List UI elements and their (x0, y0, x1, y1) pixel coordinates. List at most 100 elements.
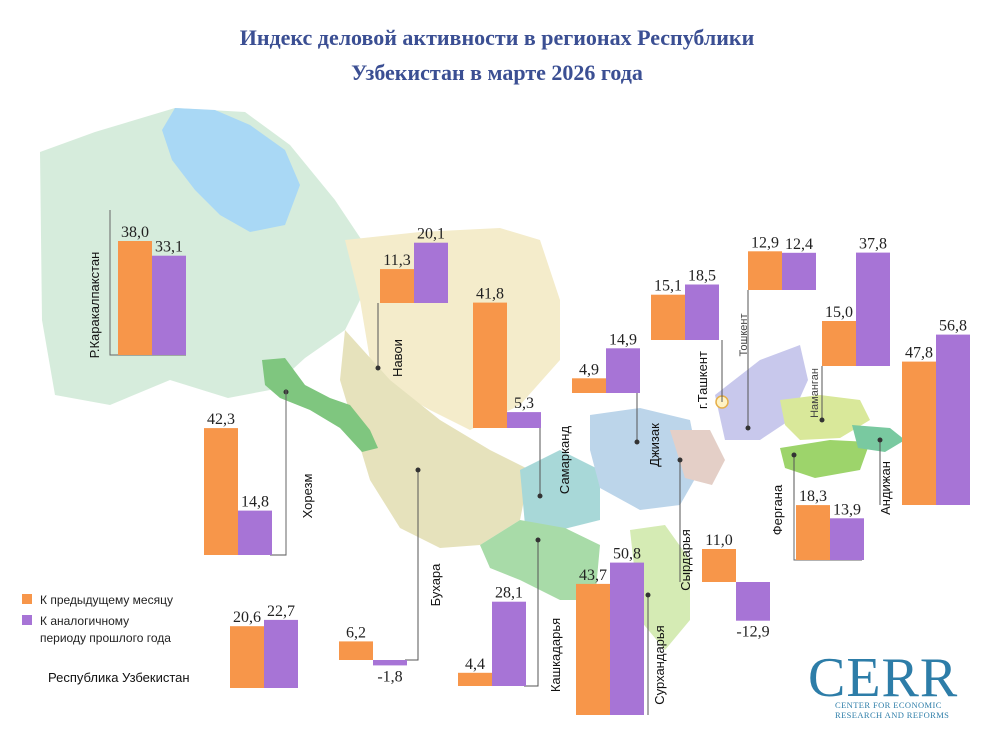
region-0-name: Р.Каракалпакстан (87, 252, 102, 359)
region-12-bar-year (936, 334, 970, 505)
region-14-value-year: 22,7 (267, 603, 295, 620)
region-3-value-year: 14,8 (241, 494, 269, 511)
region-4-location-dot (415, 467, 421, 473)
region-5-bar-year (492, 601, 526, 686)
region-1-value-month: 11,3 (383, 252, 410, 269)
map-region-kashkadarya (480, 520, 600, 600)
bar-marks (118, 241, 970, 715)
region-6-bar-year (610, 562, 644, 715)
region-10-bar-month (748, 251, 782, 290)
region-14-bar-year (264, 619, 298, 688)
region-1-bar-month (380, 269, 414, 303)
region-5-bar-month (458, 672, 492, 686)
region-8-value-month: 4,9 (579, 361, 599, 378)
region-6-bar-month (576, 583, 610, 715)
region-10-value-year: 12,4 (785, 236, 813, 253)
region-11-bar-year (856, 252, 890, 366)
region-1-bar-year (414, 242, 448, 303)
region-12-bar-month (902, 361, 936, 505)
region-2-value-month: 41,8 (476, 286, 504, 303)
cerr-logo-line2: RESEARCH AND REFORMS (835, 710, 949, 720)
region-4-bar-month (339, 641, 373, 660)
region-5-leader-line (524, 540, 539, 687)
region-1-name: Навои (390, 339, 405, 377)
region-3-name: Хорезм (300, 474, 315, 519)
region-3-value-month: 42,3 (207, 411, 235, 428)
region-12-name: Андижан (878, 461, 893, 515)
region-7-value-month: 11,0 (705, 532, 732, 549)
map-background (40, 108, 905, 650)
map-region-khorezm (262, 358, 378, 452)
region-10-value-month: 12,9 (751, 234, 779, 251)
region-5-value-month: 4,4 (465, 656, 485, 673)
region-13-bar-month (796, 505, 830, 560)
map-region-surkhandarya (630, 525, 690, 650)
region-4-name: Бухара (428, 563, 443, 607)
region-2-bar-month (473, 302, 507, 428)
region-8-value-year: 14,9 (609, 331, 637, 348)
legend-swatch-month (22, 594, 32, 604)
region-2-bar-year (507, 412, 541, 428)
region-13-value-month: 18,3 (799, 488, 827, 505)
legend-label-year-1: К аналогичному (40, 614, 129, 628)
region-9-value-year: 18,5 (688, 268, 716, 285)
region-3-bar-year (238, 510, 272, 555)
region-8-bar-year (606, 348, 640, 393)
region-0-value-month: 38,0 (121, 224, 149, 241)
region-5-location-dot (535, 537, 541, 543)
region-13-name: Фергана (770, 484, 785, 535)
region-0-bar-year (152, 255, 186, 355)
region-9-name: г.Ташкент (695, 351, 710, 409)
region-11-name: Наманган (809, 368, 821, 418)
map-region-syrdarya (670, 430, 725, 485)
region-11-location-dot (819, 417, 825, 423)
region-5-name: Кашкадарья (548, 618, 563, 692)
region-9-bar-month (651, 294, 685, 340)
legend-label-year-2: периоду прошлого года (40, 631, 171, 645)
map-region-fergana (780, 440, 870, 478)
region-12-value-year: 56,8 (939, 318, 967, 335)
region-4-value-month: 6,2 (346, 624, 366, 641)
region-11-value-year: 37,8 (859, 236, 887, 253)
region-7-bar-year (736, 582, 770, 621)
region-1-value-year: 20,1 (417, 226, 445, 243)
region-9-bar-year (685, 284, 719, 340)
region-names: Р.Каракалпакстан Навои Самарканд Хорезм Буха… (48, 252, 893, 705)
region-1-location-dot (375, 365, 381, 371)
legend: К предыдущему месяцу К аналогичному пери… (22, 593, 173, 645)
legend-swatch-year (22, 615, 32, 625)
region-9-value-month: 15,1 (654, 278, 682, 295)
region-8-name: Джизак (647, 423, 662, 467)
cerr-logo-line1: CENTER FOR ECONOMIC (835, 700, 942, 710)
region-3-leader-line (270, 392, 287, 556)
region-0-value-year: 33,1 (155, 239, 183, 256)
map-region-namangan (780, 395, 870, 440)
chart-title-line1: Индекс деловой активности в регионах Рес… (240, 25, 755, 50)
region-2-location-dot (537, 493, 543, 499)
chart-title-line2: Узбекистан в марте 2026 года (351, 60, 643, 85)
region-11-value-month: 15,0 (825, 304, 853, 321)
region-4-value-year: -1,8 (377, 668, 402, 685)
region-10-bar-year (782, 252, 816, 290)
region-7-name: Сырдарья (678, 529, 693, 591)
map-lake (162, 108, 300, 232)
region-8-bar-month (572, 378, 606, 393)
region-7-value-year: -12,9 (736, 624, 769, 641)
value-labels: 38,0 33,1 11,3 20,1 41,8 5,3 42,3 14,8 6,2 -1,8 4,… (121, 224, 967, 685)
region-4-leader-line (405, 470, 419, 661)
region-13-location-dot (791, 452, 797, 458)
region-11-bar-month (822, 321, 856, 366)
region-14-bar-month (230, 626, 264, 688)
region-2-value-year: 5,3 (514, 395, 534, 412)
region-6-value-month: 43,7 (579, 567, 607, 584)
region-10-name: Тошкент (738, 314, 750, 357)
region-7-bar-month (702, 549, 736, 582)
region-6-name: Сурхандарья (652, 625, 667, 704)
region-14-name: Республика Узбекистан (48, 670, 190, 685)
legend-label-month: К предыдущему месяцу (40, 593, 173, 607)
map-region-bukhara (340, 330, 530, 548)
region-3-bar-month (204, 428, 238, 555)
region-7-location-dot (677, 457, 683, 463)
region-13-value-year: 13,9 (833, 501, 861, 518)
cerr-logo-wordmark: CERR (808, 647, 958, 709)
